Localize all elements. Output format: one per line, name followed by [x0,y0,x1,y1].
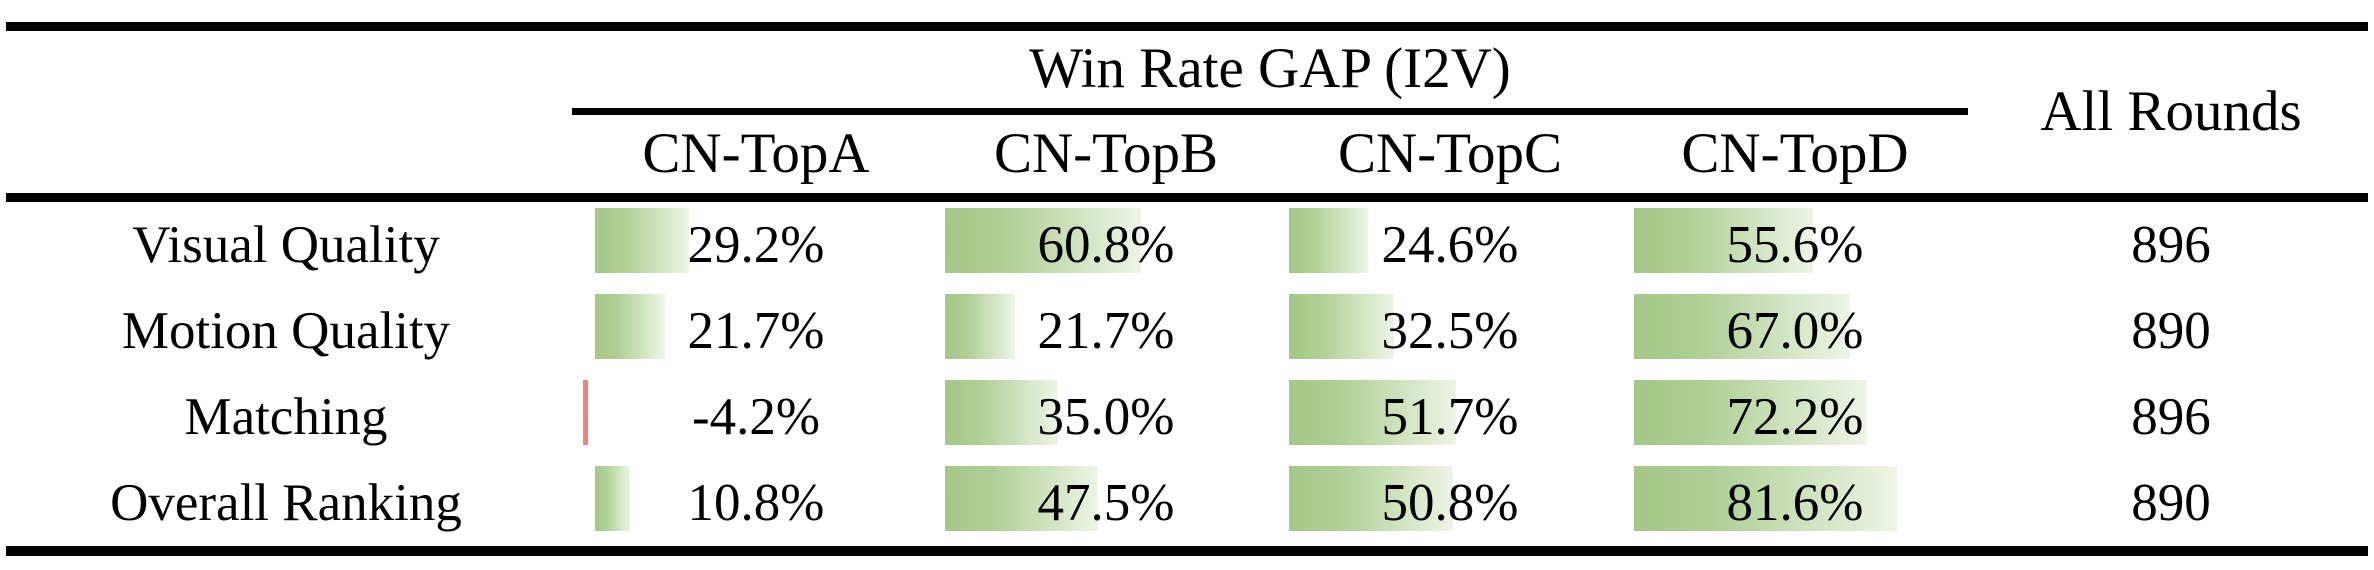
win-rate-bar [1289,466,1453,531]
column-header-cn-topa: CN-TopA [642,121,870,185]
all-rounds-value: 896 [2131,216,2211,274]
cell-value: -4.2% [691,388,821,446]
win-rate-bar-negative [583,380,588,445]
table-row: Matching -4.2% 35.0% 51.7% 72.2% 896 [0,374,2374,460]
win-rate-bar [1634,294,1850,359]
data-cell: 72.2% [1634,374,1956,460]
win-rate-bar [945,208,1141,273]
cell-value: 10.8% [687,474,825,532]
row-label: Matching [184,388,388,446]
cell-value: 24.6% [1381,216,1519,274]
data-cell: 29.2% [595,202,917,288]
all-rounds-value: 896 [2131,388,2211,446]
row-label: Motion Quality [121,302,451,360]
row-label: Overall Ranking [110,474,462,532]
win-rate-bar [945,380,1058,445]
cell-value: 50.8% [1381,474,1519,532]
win-rate-bar [1634,466,1897,531]
cell-value: 47.5% [1037,474,1175,532]
data-cell: 35.0% [945,374,1267,460]
column-header-cn-topd: CN-TopD [1681,121,1909,185]
data-cell: 47.5% [945,460,1267,546]
cell-value: 21.7% [1037,302,1175,360]
table-row: Motion Quality 21.7% 21.7% 32.5% 67.0% 8… [0,288,2374,374]
group-header-underline-rule [572,108,1968,115]
row-label: Visual Quality [132,216,440,274]
cell-value: 32.5% [1381,302,1519,360]
win-rate-bar [1634,208,1813,273]
table-top-rule [6,22,2368,31]
data-cell: 32.5% [1289,288,1611,374]
cell-value: 29.2% [687,216,825,274]
data-cell: 55.6% [1634,202,1956,288]
win-rate-bar [1634,380,1867,445]
win-rate-bar [945,466,1098,531]
header-separator-rule [6,193,2368,202]
data-cell: 60.8% [945,202,1267,288]
win-rate-bar [595,208,689,273]
table-row: Visual Quality 29.2% 60.8% 24.6% 55.6% 8… [0,202,2374,288]
win-rate-bar [1289,294,1394,359]
win-rate-bar [1289,208,1369,273]
data-cell: 24.6% [1289,202,1611,288]
data-cell: 21.7% [595,288,917,374]
data-cell: 67.0% [1634,288,1956,374]
cell-value: 72.2% [1726,388,1864,446]
cell-value: 60.8% [1037,216,1175,274]
group-header-win-rate-gap: Win Rate GAP (I2V) [1029,36,1511,100]
column-header-cn-topc: CN-TopC [1337,121,1563,185]
column-header-cn-topb: CN-TopB [993,121,1219,185]
data-cell: 50.8% [1289,460,1611,546]
data-cell: 10.8% [595,460,917,546]
data-cell: 81.6% [1634,460,1956,546]
cell-value: 81.6% [1726,474,1864,532]
cell-value: 51.7% [1381,388,1519,446]
cell-value: 21.7% [687,302,825,360]
data-cell: 51.7% [1289,374,1611,460]
column-header-all-rounds: All Rounds [2040,80,2302,143]
data-cell: -4.2% [583,374,917,460]
win-rate-bar [595,294,665,359]
all-rounds-value: 890 [2131,302,2211,360]
win-rate-bar [945,294,1015,359]
all-rounds-value: 890 [2131,474,2211,532]
cell-value: 55.6% [1726,216,1864,274]
cell-value: 67.0% [1726,302,1864,360]
win-rate-bar [1289,380,1456,445]
table-bottom-rule [6,546,2368,556]
cell-value: 35.0% [1037,388,1175,446]
data-cell: 21.7% [945,288,1267,374]
win-rate-bar [595,466,630,531]
table-row: Overall Ranking 10.8% 47.5% 50.8% 81.6% … [0,460,2374,546]
